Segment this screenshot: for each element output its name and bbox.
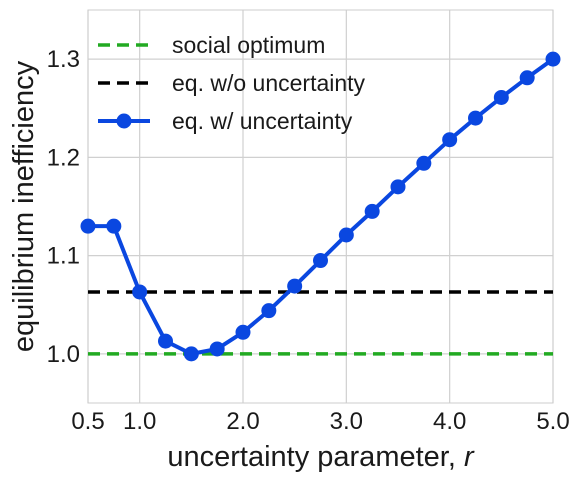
y-tick-label: 1.1 — [47, 243, 80, 270]
data-point — [261, 303, 277, 319]
x-tick-label: 4.0 — [433, 408, 466, 435]
legend-item: eq. w/ uncertainty — [98, 108, 353, 134]
data-point — [493, 89, 509, 105]
series-3 — [80, 51, 561, 362]
x-axis-label: uncertainty parameter, r — [167, 441, 475, 473]
legend-item: social optimum — [98, 32, 325, 58]
grid-lines — [87, 10, 554, 403]
series-line — [88, 57, 555, 356]
data-point — [364, 203, 380, 219]
x-tick-label: 2.0 — [226, 408, 259, 435]
x-tick-label: 0.5 — [71, 408, 104, 435]
data-point — [80, 218, 96, 234]
data-point — [468, 110, 483, 126]
x-tick-label: 3.0 — [330, 408, 363, 435]
legend-label: eq. w/ uncertainty — [172, 108, 353, 134]
data-point — [209, 341, 225, 357]
data-point — [235, 324, 251, 340]
data-point — [106, 218, 122, 234]
data-point — [287, 278, 303, 294]
x-tick-label: 1.0 — [123, 408, 156, 435]
data-point — [442, 132, 458, 148]
data-point — [390, 179, 406, 195]
data-point — [416, 155, 432, 171]
data-point — [545, 51, 561, 67]
data-point — [338, 227, 354, 243]
y-tick-label: 1.3 — [47, 46, 80, 73]
legend-label: social optimum — [172, 32, 325, 58]
plot-frame — [87, 9, 554, 404]
data-point — [158, 333, 173, 349]
legend-label: eq. w/o uncertainty — [172, 70, 366, 96]
legend-item: eq. w/o uncertainty — [98, 70, 366, 96]
y-axis-label: equilibrium inefficiency — [8, 60, 40, 352]
y-tick-label: 1.2 — [47, 144, 80, 171]
x-tick-label: 5.0 — [536, 408, 569, 435]
legend-marker — [116, 113, 132, 129]
tick-labels: 0.5 1.0 2.0 3.0 4.0 5.0 1.0 1.1 1.2 1.3 — [47, 46, 570, 435]
data-point — [313, 253, 328, 269]
series-layer — [80, 51, 561, 362]
y-tick-label: 1.0 — [47, 341, 80, 368]
data-point — [132, 284, 148, 300]
data-point — [183, 346, 199, 362]
legend: social optimum eq. w/o uncertainty eq. w/ … — [98, 32, 366, 134]
data-point — [519, 70, 535, 86]
